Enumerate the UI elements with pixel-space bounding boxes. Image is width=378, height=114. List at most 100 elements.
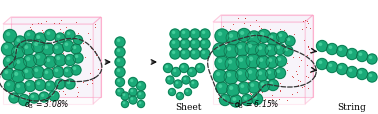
Circle shape [254, 96, 257, 99]
Point [271, 62, 277, 64]
Circle shape [269, 59, 272, 62]
Point [259, 92, 265, 94]
Circle shape [164, 64, 172, 73]
Circle shape [183, 42, 185, 44]
Polygon shape [11, 18, 101, 97]
Circle shape [39, 92, 49, 102]
Point [276, 98, 282, 100]
Circle shape [239, 46, 242, 49]
Point [65, 87, 71, 89]
Circle shape [65, 31, 75, 41]
Circle shape [177, 93, 183, 100]
Circle shape [55, 34, 65, 44]
Text: Sheet: Sheet [175, 102, 201, 111]
Circle shape [178, 94, 180, 96]
Point [26, 31, 32, 32]
Circle shape [359, 54, 362, 56]
Point [21, 35, 27, 37]
Circle shape [215, 57, 229, 70]
Circle shape [327, 44, 338, 55]
Circle shape [22, 44, 34, 56]
Point [35, 53, 41, 54]
Circle shape [239, 72, 242, 75]
Circle shape [45, 46, 48, 49]
Point [29, 63, 35, 65]
Point [286, 35, 292, 37]
Point [26, 73, 33, 75]
Point [236, 73, 242, 75]
Circle shape [180, 64, 189, 73]
Circle shape [34, 80, 45, 91]
Point [38, 23, 44, 24]
Polygon shape [93, 18, 101, 104]
Circle shape [73, 54, 83, 63]
Point [68, 46, 74, 48]
Circle shape [115, 67, 125, 77]
Circle shape [62, 41, 73, 52]
Circle shape [48, 84, 50, 86]
Circle shape [183, 32, 185, 34]
Point [75, 51, 81, 53]
Circle shape [235, 69, 248, 82]
Circle shape [34, 34, 46, 46]
Circle shape [180, 30, 190, 40]
Circle shape [3, 30, 17, 43]
Point [305, 46, 311, 48]
Circle shape [237, 29, 251, 42]
Point [295, 84, 301, 86]
Point [274, 46, 280, 48]
Point [259, 28, 265, 30]
Circle shape [116, 88, 124, 96]
Point [255, 92, 261, 94]
Point [50, 83, 56, 85]
Circle shape [256, 69, 268, 81]
Circle shape [47, 59, 50, 62]
Circle shape [226, 84, 240, 97]
Circle shape [169, 89, 175, 96]
Point [245, 37, 251, 39]
Point [231, 31, 237, 33]
Circle shape [57, 36, 60, 38]
Circle shape [14, 82, 26, 94]
Circle shape [251, 35, 254, 38]
Point [243, 39, 249, 41]
Circle shape [230, 95, 242, 107]
Circle shape [241, 85, 244, 88]
Point [288, 36, 294, 37]
Point [94, 54, 101, 56]
Circle shape [168, 78, 170, 80]
Circle shape [267, 34, 279, 46]
Point [289, 93, 295, 95]
Circle shape [65, 44, 68, 46]
Circle shape [259, 72, 262, 75]
Circle shape [316, 41, 327, 52]
Circle shape [174, 70, 176, 72]
Point [77, 60, 83, 61]
Point [85, 80, 91, 82]
Point [250, 46, 256, 48]
Circle shape [170, 30, 180, 40]
Point [290, 57, 296, 58]
Point [51, 23, 57, 25]
Circle shape [136, 82, 146, 91]
Point [230, 76, 236, 78]
Point [300, 21, 306, 23]
Circle shape [73, 36, 82, 45]
Point [230, 81, 236, 83]
Circle shape [249, 71, 252, 74]
Circle shape [37, 36, 40, 39]
Point [15, 53, 21, 54]
Point [70, 58, 76, 60]
Circle shape [123, 102, 125, 104]
Point [60, 52, 67, 54]
Point [74, 38, 81, 40]
Point [303, 27, 309, 29]
Circle shape [57, 82, 60, 84]
Point [14, 50, 20, 52]
Circle shape [339, 66, 342, 69]
Point [60, 55, 66, 56]
Circle shape [21, 97, 24, 100]
Point [85, 33, 91, 35]
Circle shape [172, 68, 181, 77]
Circle shape [349, 69, 352, 72]
